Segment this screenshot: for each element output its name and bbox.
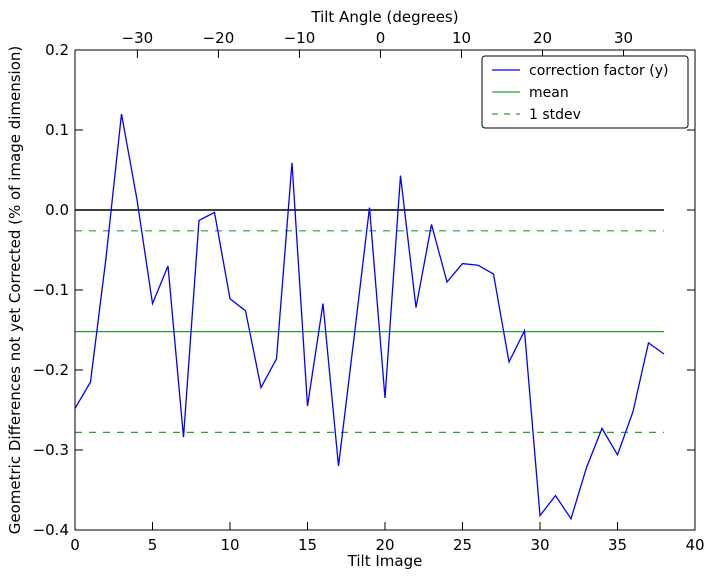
x-axis-title: Tilt Image (347, 552, 423, 570)
legend-label-mean: mean (529, 85, 569, 101)
top-tick-label: 10 (452, 29, 471, 47)
correction-factor-line (74, 113, 665, 521)
x-tick-label: 35 (608, 536, 627, 554)
y-tick-label: 0.1 (45, 121, 69, 139)
x-tick-label: 40 (685, 536, 704, 554)
y-tick-label: 0.2 (45, 41, 69, 59)
x-tick-label: 30 (530, 536, 549, 554)
y-tick-label: −0.1 (33, 281, 69, 299)
top-tick-label: −10 (284, 29, 316, 47)
x-tick-label: 0 (70, 536, 80, 554)
top-tick-label: −20 (203, 29, 235, 47)
top-tick-label: −30 (122, 29, 154, 47)
y-axis-title: Geometric Differences not yet Corrected … (6, 46, 24, 535)
plot-area (75, 50, 695, 530)
legend-label-correction-factor: correction factor (y) (529, 63, 668, 79)
top-tick-label: 0 (376, 29, 386, 47)
x-tick-label: 5 (148, 536, 158, 554)
legend: correction factor (y) mean 1 stdev (481, 55, 689, 129)
y-tick-label: 0.0 (45, 201, 69, 219)
y-tick-label: −0.4 (33, 521, 69, 539)
ticks-layer: 0 5 10 15 20 25 30 35 40 −0.4 −0.3 −0.2 −0.1 0.0 0.1 0.… (33, 29, 705, 554)
top-tick-label: 30 (614, 29, 633, 47)
legend-label-stdev: 1 stdev (529, 107, 581, 123)
y-tick-label: −0.3 (33, 441, 69, 459)
legend-box (481, 55, 689, 129)
y-tick-label: −0.2 (33, 361, 69, 379)
series-layer (74, 113, 665, 521)
x-tick-label: 25 (453, 536, 472, 554)
top-axis-title: Tilt Angle (degrees) (310, 8, 458, 26)
x-tick-label: 20 (375, 536, 394, 554)
top-tick-label: 20 (533, 29, 552, 47)
x-tick-label: 10 (220, 536, 239, 554)
x-tick-label: 15 (298, 536, 317, 554)
